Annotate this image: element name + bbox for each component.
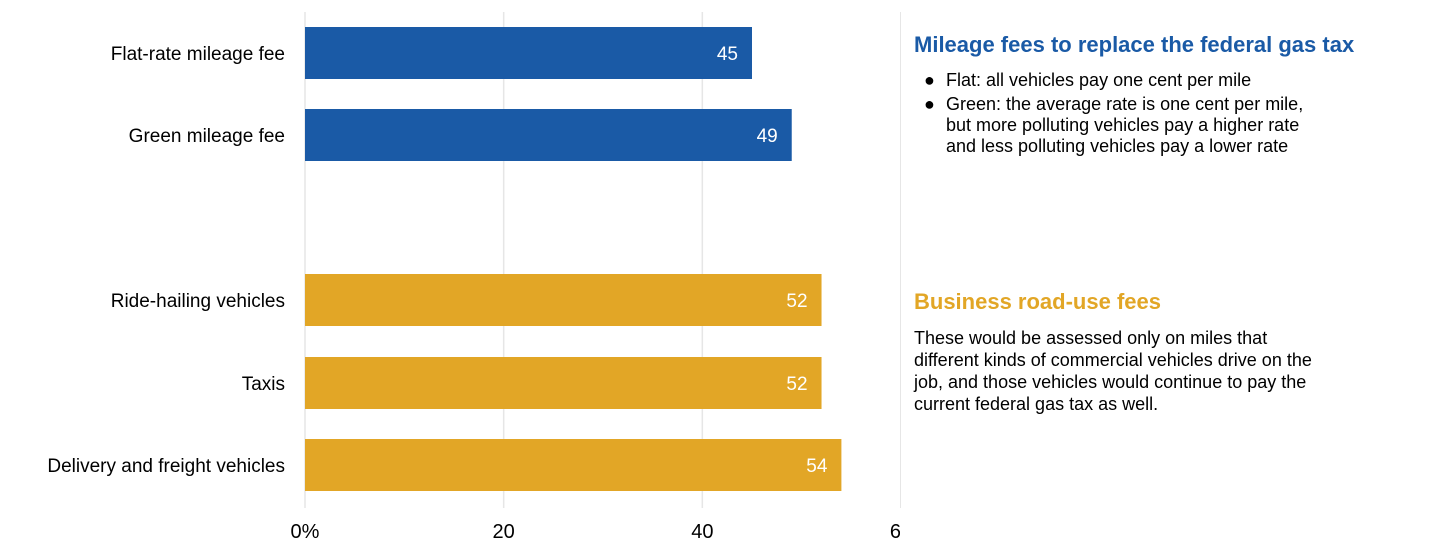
- bullet-icon: ●: [924, 70, 935, 90]
- panel-divider: [900, 12, 901, 508]
- mileage-fees-heading: Mileage fees to replace the federal gas …: [914, 32, 1355, 57]
- value-label-delivery-and-freight-vehicles: 54: [806, 456, 828, 477]
- value-label-flat-rate-mileage-fee: 45: [717, 44, 738, 65]
- category-label-taxis: Taxis: [242, 374, 285, 395]
- bullet-flat-text: Flat: all vehicles pay one cent per mile: [946, 70, 1252, 90]
- category-label-flat-rate-mileage-fee: Flat-rate mileage fee: [111, 44, 285, 65]
- value-label-taxis: 52: [786, 374, 807, 395]
- x-tick-label: 60: [890, 521, 900, 543]
- x-axis-ticks: 0% 20 40 60: [291, 521, 900, 543]
- mileage-fees-bullets: ● Flat: all vehicles pay one cent per mi…: [914, 70, 1444, 157]
- x-tick-label: 0%: [291, 521, 320, 543]
- bullet-flat: ● Flat: all vehicles pay one cent per mi…: [914, 70, 1444, 91]
- bullet-green: ● Green: the average rate is one cent pe…: [914, 94, 1444, 157]
- bar-taxis: [305, 357, 822, 409]
- x-tick-label: 20: [493, 521, 515, 543]
- category-labels: Flat-rate mileage fee Green mileage fee Ri…: [47, 44, 285, 477]
- value-label-ride-hailing-vehicles: 52: [786, 291, 807, 312]
- x-tick-label: 40: [691, 521, 713, 543]
- business-fees-heading: Business road-use fees: [914, 289, 1161, 314]
- bars: 45 49 52 52 54: [305, 27, 842, 491]
- category-label-ride-hailing-vehicles: Ride-hailing vehicles: [111, 291, 285, 312]
- business-fees-text: These would be assessed only on miles th…: [914, 328, 1312, 414]
- category-label-green-mileage-fee: Green mileage fee: [129, 126, 285, 147]
- bar-chart: 45 49 52 52 54 Flat-rate mileage fee Green mi…: [47, 12, 900, 543]
- gridlines: [304, 12, 704, 508]
- bullet-icon: ●: [924, 94, 935, 114]
- bullet-green-text: Green: the average rate is one cent per …: [946, 94, 1304, 156]
- category-label-delivery-and-freight-vehicles: Delivery and freight vehicles: [47, 456, 285, 477]
- value-label-green-mileage-fee: 49: [757, 126, 778, 147]
- business-fees-panel: Business road-use fees These would be as…: [914, 289, 1444, 415]
- mileage-fees-panel: Mileage fees to replace the federal gas …: [914, 32, 1444, 160]
- bar-ride-hailing-vehicles: [305, 274, 822, 326]
- bar-green-mileage-fee: [305, 109, 792, 161]
- bar-delivery-and-freight-vehicles: [305, 439, 842, 491]
- bar-flat-rate-mileage-fee: [305, 27, 752, 79]
